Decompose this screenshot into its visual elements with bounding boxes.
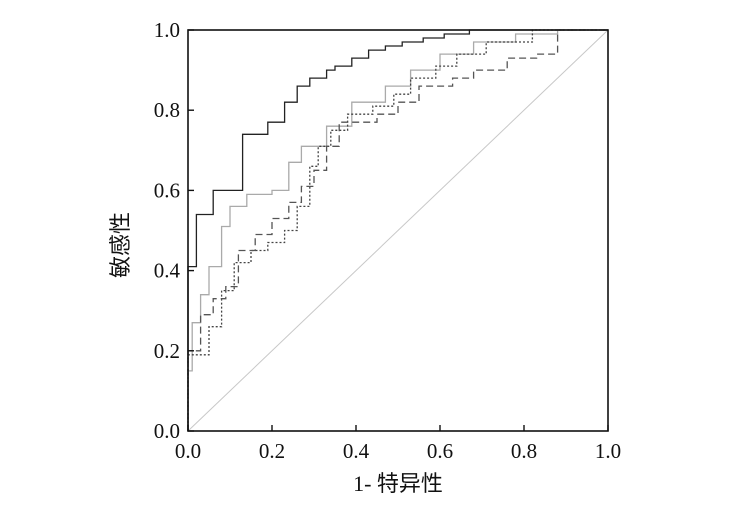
reference-diagonal-group <box>187 29 609 432</box>
y-tick-label: 0.0 <box>154 419 180 443</box>
y-tick-label: 1.0 <box>154 18 180 42</box>
series-group <box>187 29 608 431</box>
roc-curve-4 <box>187 29 608 431</box>
x-tick-label: 0.2 <box>259 439 285 463</box>
y-tick-label: 0.6 <box>154 178 180 202</box>
x-tick-label: 1.0 <box>595 439 621 463</box>
x-tick-label: 0.4 <box>343 439 370 463</box>
y-tick-label: 0.8 <box>154 98 180 122</box>
plot-frame <box>187 29 609 432</box>
roc-curve-2 <box>187 29 608 431</box>
x-axis-label: 1- 特异性 <box>353 471 443 496</box>
x-axis-ticks: 0.0 0.2 0.4 0.6 0.8 1.0 <box>175 425 621 463</box>
x-tick-label: 0.0 <box>175 439 201 463</box>
y-tick-label: 0.2 <box>154 339 180 363</box>
y-tick-label: 0.4 <box>154 259 181 283</box>
x-tick-label: 0.6 <box>427 439 453 463</box>
y-axis-label: 敏感性 <box>108 212 133 278</box>
x-tick-label: 0.8 <box>511 439 537 463</box>
y-axis-ticks: 0.0 0.2 0.4 0.6 0.8 1.0 <box>154 18 194 443</box>
roc-curve-1 <box>187 29 608 431</box>
reference-diagonal <box>187 29 609 432</box>
